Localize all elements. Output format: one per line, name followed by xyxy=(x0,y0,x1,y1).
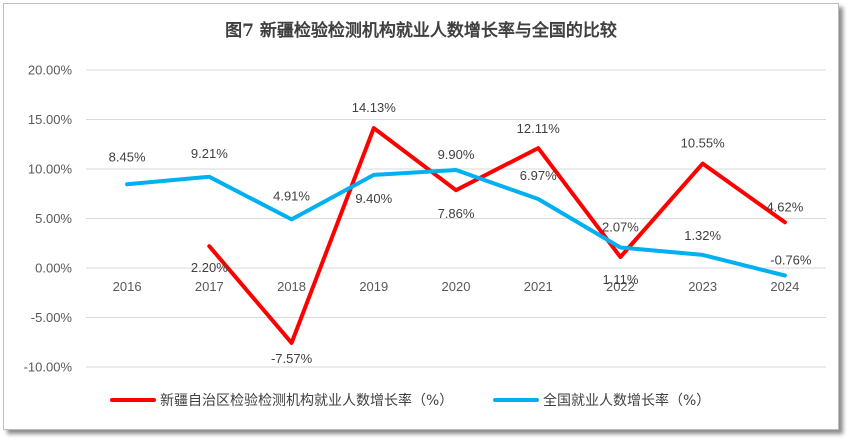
xinjiang-data-label: 7.86% xyxy=(438,206,475,221)
national-data-label: 6.97% xyxy=(520,168,557,183)
national-data-label: 2.07% xyxy=(602,220,639,235)
xinjiang-data-label: 10.55% xyxy=(681,136,726,151)
national-data-label: 9.40% xyxy=(355,191,392,206)
y-tick-label: -5.00% xyxy=(31,310,73,325)
x-tick-label: 2019 xyxy=(359,279,388,294)
x-axis: 2016 2017 2018 2019 2020 2021 2022 2023 2024 xyxy=(113,279,800,294)
xinjiang-data-label: -7.57% xyxy=(271,351,313,366)
national-data-label: 9.90% xyxy=(438,147,475,162)
y-tick-label: 0.00% xyxy=(35,261,72,276)
x-tick-label: 2017 xyxy=(195,279,224,294)
line-chart: 图7 新疆检验检测机构就业人数增长率与全国的比较 20.00% 15.00% 10.… xyxy=(24,20,826,409)
x-tick-label: 2024 xyxy=(770,279,799,294)
y-tick-label: 5.00% xyxy=(35,211,72,226)
y-axis: 20.00% 15.00% 10.00% 5.00% 0.00% -5.00% -10.00… xyxy=(24,63,73,375)
x-tick-label: 2022 xyxy=(606,279,635,294)
y-tick-label: -10.00% xyxy=(24,360,73,375)
x-tick-label: 2023 xyxy=(688,279,717,294)
xinjiang-data-label: 2.20% xyxy=(191,260,228,275)
xinjiang-legend-label: 新疆自治区检验检测机构就业人数增长率（%） xyxy=(160,392,453,409)
national-series-line xyxy=(125,168,787,278)
data-labels: 2.20% -7.57% 14.13% 7.86% 12.11% 1.11% 10.55% 4… xyxy=(109,100,812,366)
x-tick-label: 2016 xyxy=(113,279,142,294)
x-tick-label: 2021 xyxy=(524,279,553,294)
y-tick-label: 10.00% xyxy=(28,162,73,177)
xinjiang-data-label: 12.11% xyxy=(517,121,561,136)
chart-title: 图7 新疆检验检测机构就业人数增长率与全国的比较 xyxy=(225,20,617,41)
national-data-label: -0.76% xyxy=(770,253,812,268)
national-data-label: 8.45% xyxy=(109,149,146,164)
legend: 新疆自治区检验检测机构就业人数增长率（%） 全国就业人数增长率（%） xyxy=(110,392,710,409)
series-group xyxy=(125,126,787,345)
national-data-label: 1.32% xyxy=(684,228,721,243)
x-tick-label: 2020 xyxy=(442,279,471,294)
xinjiang-series-line xyxy=(207,126,787,345)
y-tick-label: 15.00% xyxy=(28,112,73,127)
x-tick-label: 2018 xyxy=(277,279,306,294)
xinjiang-data-label: 4.62% xyxy=(766,199,803,214)
y-tick-label: 20.00% xyxy=(28,63,73,78)
national-legend-label: 全国就业人数增长率（%） xyxy=(543,392,710,409)
national-data-label: 9.21% xyxy=(191,146,228,161)
xinjiang-data-label: 1.11% xyxy=(602,272,638,287)
national-data-label: 4.91% xyxy=(273,188,310,203)
chart-frame: 图7 新疆检验检测机构就业人数增长率与全国的比较 20.00% 15.00% 10.… xyxy=(3,3,839,430)
xinjiang-data-label: 14.13% xyxy=(352,100,397,115)
